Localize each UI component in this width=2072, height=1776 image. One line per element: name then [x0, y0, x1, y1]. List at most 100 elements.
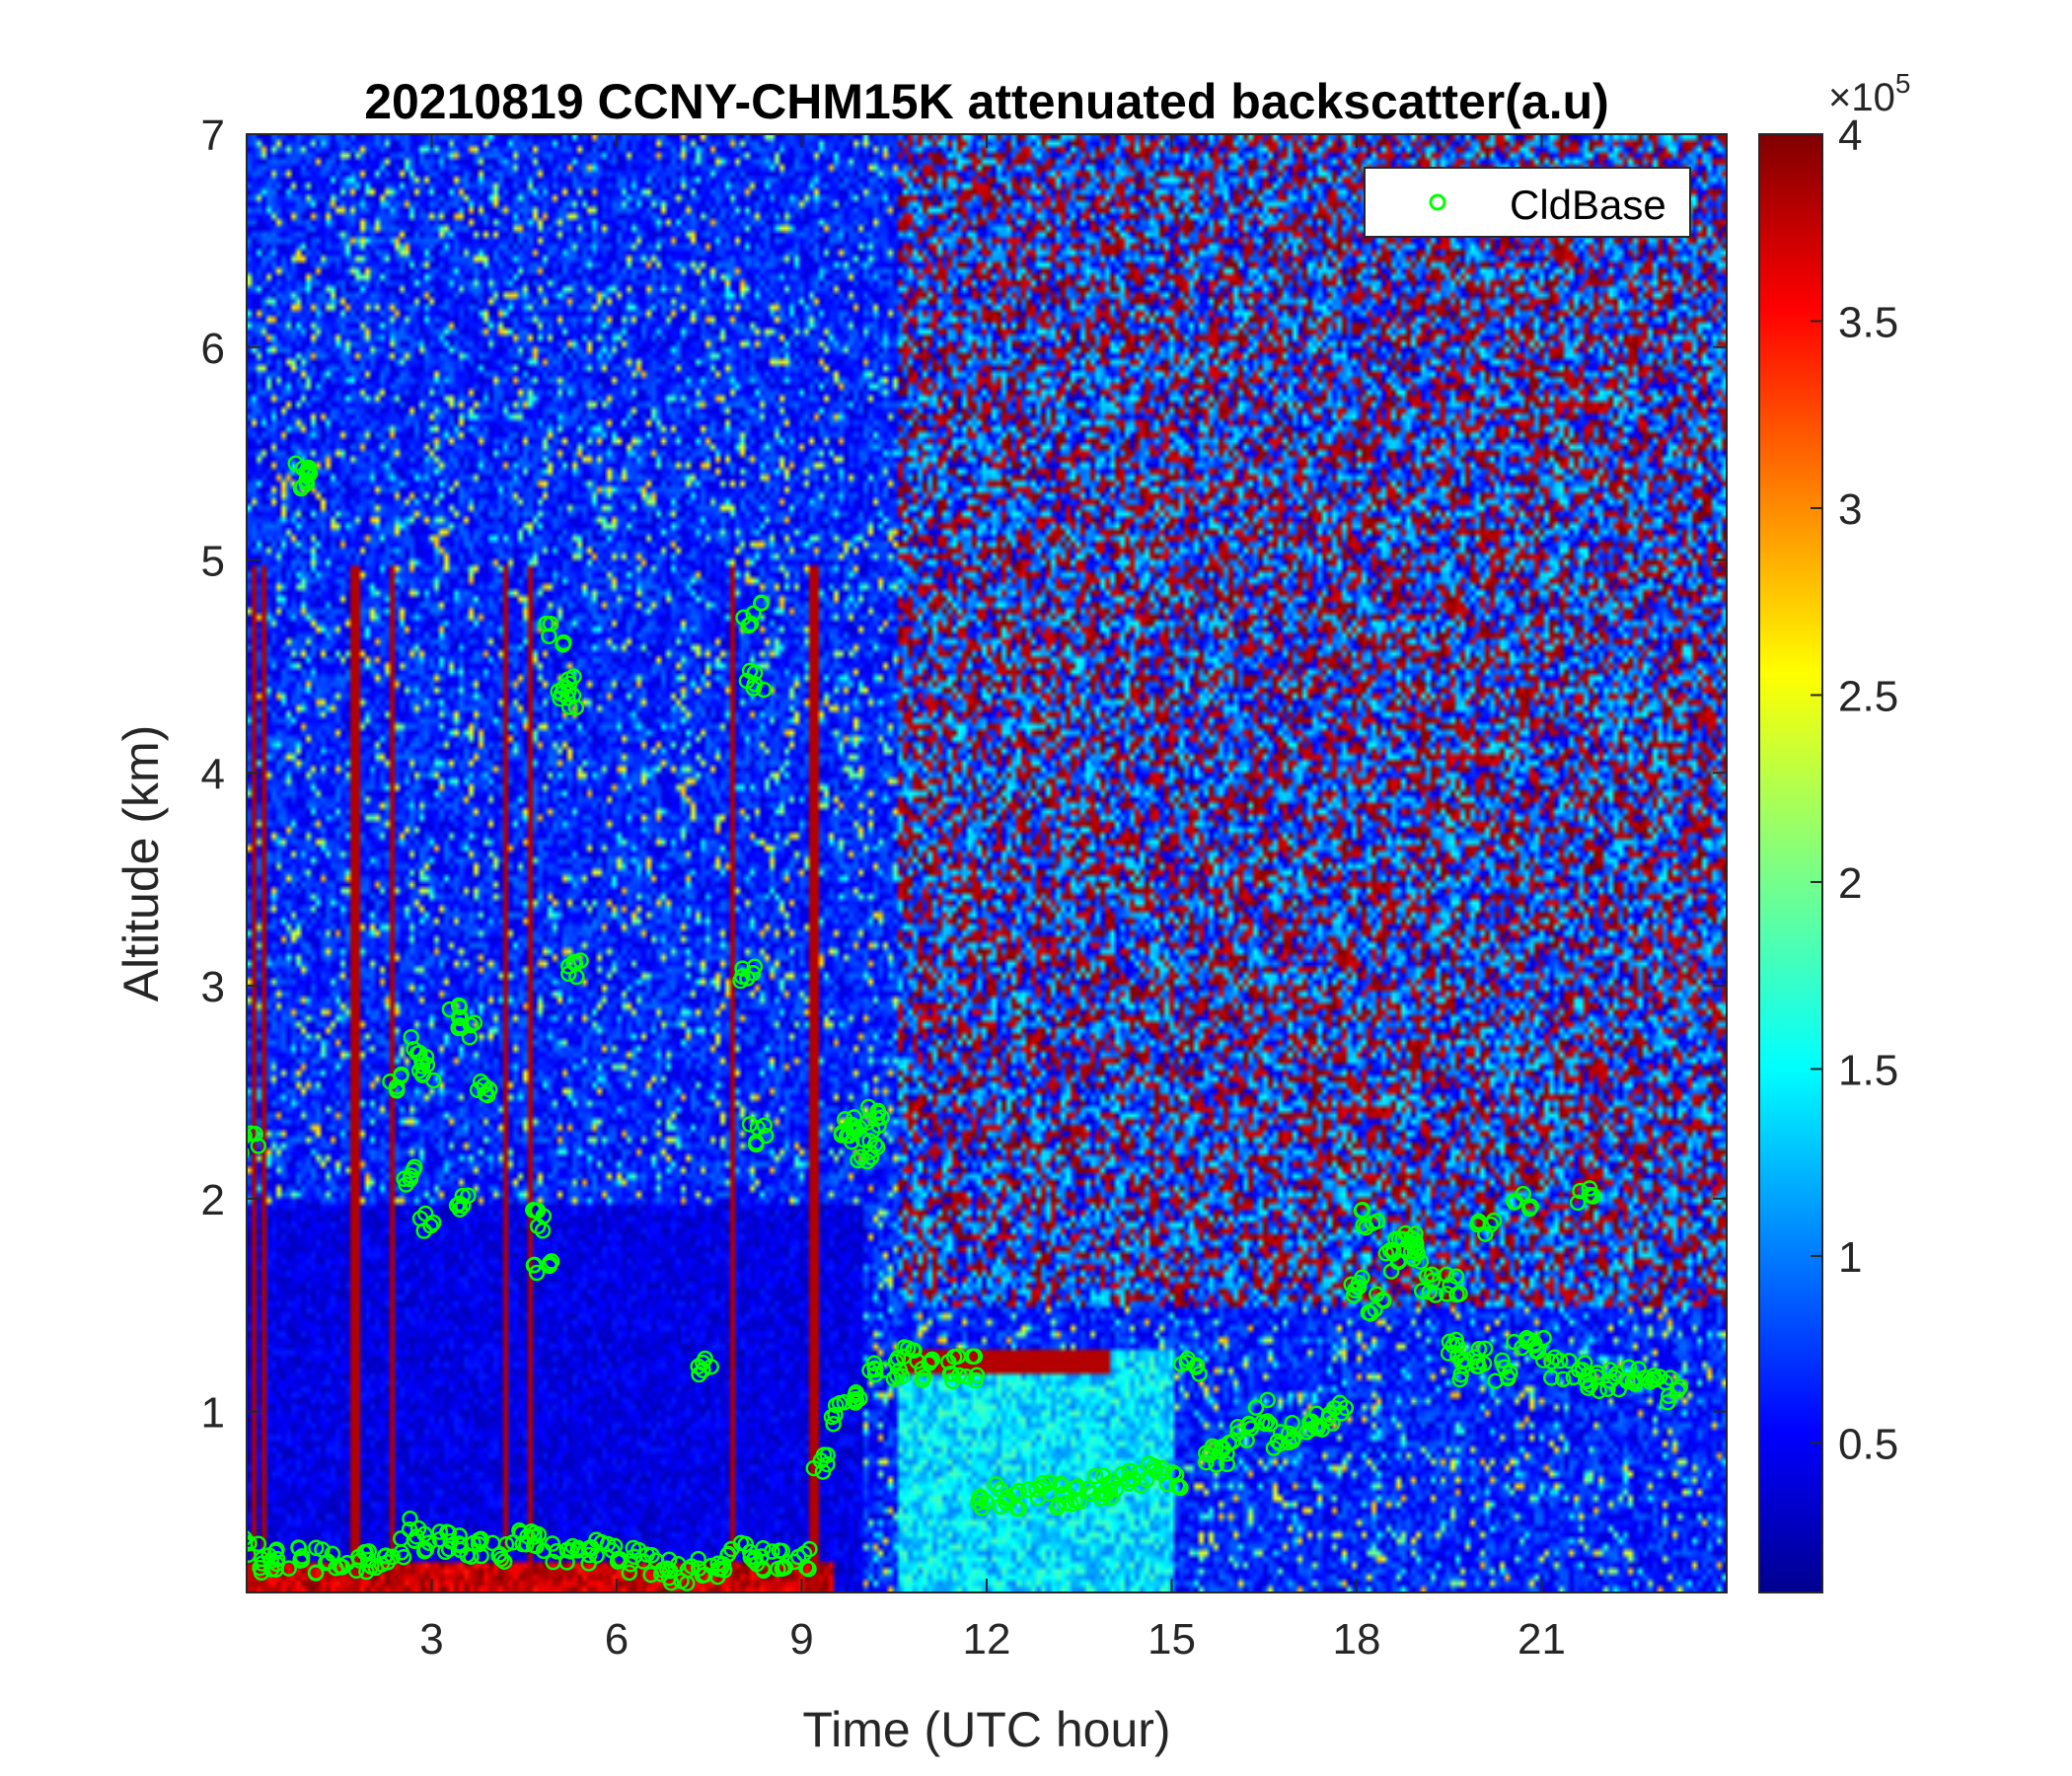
- cldbase-point: [827, 1406, 844, 1424]
- cldbase-point: [466, 1014, 483, 1031]
- cldbase-point: [564, 687, 582, 704]
- cldbase-point: [1008, 1500, 1025, 1517]
- cldbase-point: [1555, 1370, 1572, 1388]
- cldbase-point: [481, 1081, 498, 1098]
- colorbar-tick-label: 1.5: [1838, 1046, 1898, 1094]
- cldbase-point: [771, 1542, 788, 1559]
- cldbase-point: [1526, 1335, 1543, 1352]
- cldbase-point: [1494, 1352, 1511, 1369]
- cldbase-point: [1052, 1475, 1069, 1493]
- colorbar-exponent-base: ×10: [1828, 76, 1895, 119]
- y-axis-label: Altitude (km): [113, 725, 169, 1002]
- cldbase-point: [755, 1540, 772, 1557]
- cldbase-point: [1521, 1200, 1538, 1218]
- cldbase-point: [1469, 1354, 1486, 1370]
- cldbase-point: [308, 1564, 325, 1581]
- cldbase-point: [402, 1511, 418, 1527]
- cldbase-point: [1447, 1268, 1465, 1285]
- cldbase-point: [755, 681, 773, 699]
- cldbase-point: [555, 633, 572, 651]
- cldbase-point: [1284, 1414, 1300, 1432]
- cldbase-point: [1138, 1471, 1155, 1488]
- cldbase-point: [1408, 1239, 1425, 1257]
- colorbar-tick-label: 1: [1838, 1233, 1862, 1282]
- cldbase-point: [268, 1555, 285, 1573]
- cldbase-point: [924, 1351, 941, 1369]
- cldbase-point: [1581, 1180, 1598, 1197]
- cldbase-point: [417, 1541, 435, 1558]
- cldbase-point: [526, 1528, 543, 1545]
- cldbase-point: [247, 1130, 250, 1143]
- cldbase-point: [1591, 1382, 1607, 1400]
- cldbase-point: [1620, 1359, 1638, 1375]
- x-tick-label: 9: [789, 1615, 813, 1664]
- colorbar-tick-label: 3: [1838, 485, 1862, 534]
- cldbase-point: [825, 1415, 842, 1433]
- y-tick-label: 5: [201, 538, 225, 586]
- y-tick-label: 4: [201, 750, 225, 798]
- chart-title: 20210819 CCNY-CHM15K attenuated backscat…: [364, 74, 1609, 129]
- cldbase-point: [714, 1556, 732, 1573]
- cldbase-point: [1191, 1366, 1208, 1382]
- cldbase-point: [473, 1547, 489, 1565]
- cldbase-point: [746, 958, 764, 975]
- cldbase-point: [415, 1543, 433, 1560]
- cldbase-point: [1219, 1455, 1236, 1473]
- x-axis-label: Time (UTC hour): [802, 1702, 1170, 1757]
- cldbase-point: [1269, 1433, 1287, 1450]
- cldbase-point: [1092, 1490, 1109, 1507]
- cldbase-point: [1198, 1453, 1215, 1471]
- cldbase-point: [993, 1481, 1009, 1499]
- cldbase-point: [914, 1371, 931, 1388]
- cldbase-point: [1054, 1486, 1071, 1503]
- cldbase-point: [1369, 1286, 1385, 1302]
- cldbase-point: [1535, 1352, 1552, 1369]
- cldbase-point: [642, 1566, 659, 1584]
- cldbase-point: [247, 1530, 253, 1546]
- cldbase-point: [1121, 1462, 1139, 1480]
- cldbase-point: [528, 1264, 546, 1282]
- y-tick-label: 6: [201, 325, 225, 373]
- cldbase-point: [293, 1548, 311, 1565]
- cldbase-point: [968, 1367, 986, 1384]
- cldbase-point: [740, 617, 757, 634]
- cldbase-point: [1171, 1478, 1188, 1496]
- cldbase-point: [1660, 1387, 1677, 1405]
- cldbase-point: [964, 1348, 981, 1366]
- colorbar-exponent: ×105: [1828, 68, 1910, 119]
- cldbase-point: [801, 1540, 818, 1558]
- cldbase-point: [544, 1535, 561, 1552]
- cldbase-point: [1476, 1340, 1494, 1358]
- cldbase-point: [247, 1546, 257, 1564]
- cldbase-point: [1421, 1284, 1439, 1300]
- cldbase-point: [491, 1546, 508, 1563]
- cldbase-point: [250, 1535, 267, 1553]
- cldbase-markers: [247, 455, 1688, 1591]
- cldbase-point: [384, 1548, 401, 1566]
- cldbase-point: [742, 615, 760, 632]
- colorbar-tick-label: 4: [1838, 111, 1862, 160]
- cldbase-point: [1599, 1380, 1616, 1398]
- cldbase-point: [1355, 1217, 1371, 1234]
- backscatter-heatmap: [247, 134, 1727, 1592]
- cldbase-point: [847, 1394, 864, 1411]
- x-tick-label: 18: [1333, 1615, 1381, 1664]
- cldbase-point: [679, 1561, 697, 1579]
- cldbase-point: [410, 1062, 428, 1079]
- cldbase-point: [451, 999, 469, 1015]
- cldbase-point: [267, 1543, 284, 1560]
- cldbase-point: [588, 1547, 605, 1564]
- cldbase-point: [1660, 1394, 1676, 1411]
- cldbase-point: [1303, 1413, 1320, 1430]
- cldbase-point: [425, 1072, 442, 1089]
- cldbase-point: [1102, 1489, 1120, 1507]
- cldbase-point: [451, 1527, 468, 1544]
- cldbase-point: [733, 968, 751, 986]
- cldbase-point: [789, 1548, 807, 1566]
- cldbase-point: [473, 1530, 489, 1548]
- cldbase-point: [866, 1360, 883, 1377]
- cldbase-point: [1247, 1399, 1265, 1416]
- cldbase-point: [1377, 1245, 1395, 1262]
- cldbase-point: [1406, 1231, 1424, 1249]
- cldbase-point: [568, 968, 585, 986]
